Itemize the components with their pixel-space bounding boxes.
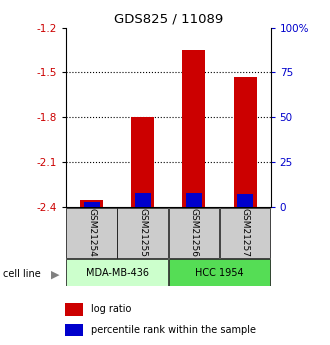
FancyBboxPatch shape [169,207,219,258]
Text: GSM21255: GSM21255 [138,208,147,257]
FancyBboxPatch shape [66,259,168,286]
Text: ▶: ▶ [51,269,60,279]
Bar [65,303,83,316]
Text: MDA-MB-436: MDA-MB-436 [86,268,148,277]
Bar [65,324,83,336]
Text: cell line: cell line [3,269,41,279]
FancyBboxPatch shape [220,207,270,258]
Bar [80,199,103,207]
Bar [237,195,253,207]
Bar [234,77,256,207]
FancyBboxPatch shape [169,259,270,286]
Text: percentile rank within the sample: percentile rank within the sample [91,325,256,335]
Bar [182,50,205,207]
Text: GSM21257: GSM21257 [241,208,249,257]
Title: GDS825 / 11089: GDS825 / 11089 [114,12,223,25]
Text: HCC 1954: HCC 1954 [195,268,244,277]
Bar [135,193,151,207]
Bar [83,201,100,207]
Bar [131,117,154,207]
Text: GSM21256: GSM21256 [189,208,198,257]
FancyBboxPatch shape [117,207,168,258]
Text: GSM21254: GSM21254 [87,208,96,257]
Text: log ratio: log ratio [91,304,131,314]
Bar [186,193,202,207]
FancyBboxPatch shape [66,207,117,258]
